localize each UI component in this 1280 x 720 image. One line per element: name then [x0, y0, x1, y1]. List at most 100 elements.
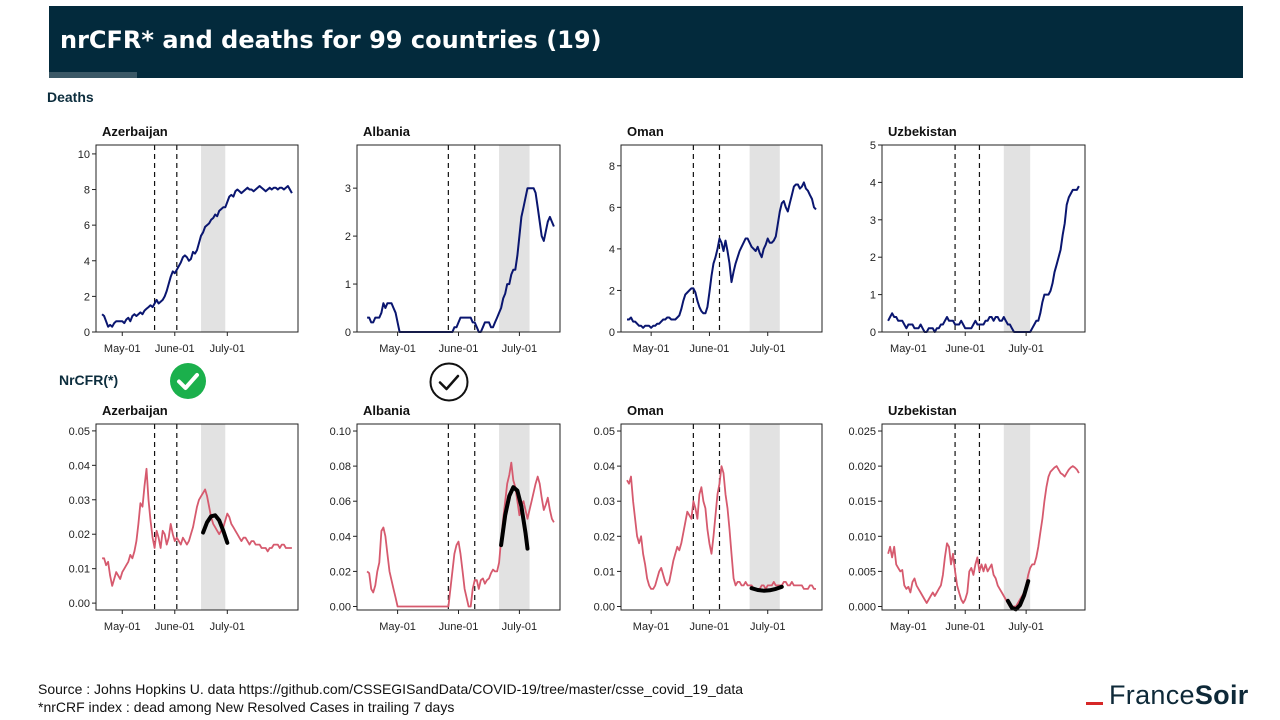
x-tick-label: May-01	[379, 343, 416, 355]
shaded-window	[1003, 424, 1031, 610]
title-bar	[49, 6, 1243, 78]
x-tick-label: May-01	[379, 621, 416, 633]
page-title: nrCFR* and deaths for 99 countries (19)	[60, 26, 602, 54]
x-tick-label: June-01	[155, 343, 195, 355]
x-tick-label: June-01	[690, 621, 730, 633]
chart-title: Uzbekistan	[888, 403, 957, 418]
plot-frame	[95, 144, 299, 333]
fit-curve	[1005, 579, 1031, 612]
x-tick-label: July-01	[502, 621, 537, 633]
chart-title: Oman	[627, 403, 664, 418]
series-line	[367, 187, 555, 333]
chart-nrcfr-oman: 0.00 0.01 0.02 0.03 0.04 0.05 May-01 June-01 Jul…	[594, 403, 823, 633]
y-tick-label: 0.08	[330, 461, 351, 473]
chart-title: Oman	[627, 124, 664, 139]
plot-frame	[881, 144, 1086, 333]
shaded-window	[201, 145, 226, 332]
x-tick-label: June-01	[155, 621, 195, 633]
chart-deaths-azerbaijan: 0 2 4 6 8 10 May-01 June-01 July-01 Azerbaijan	[78, 124, 299, 355]
y-tick-label: 0.010	[848, 531, 876, 543]
y-tick-label: 8	[84, 185, 90, 197]
chart-deaths-albania: 0 1 2 3 May-01 June-01 July-01 Albania	[345, 124, 561, 355]
chart-title: Albania	[363, 124, 411, 139]
y-tick-label: 0.04	[330, 531, 351, 543]
y-tick-label: 2	[609, 285, 615, 297]
logo-text-france: France	[1109, 679, 1195, 710]
y-tick-label: 4	[609, 244, 615, 256]
fit-curve	[749, 584, 784, 593]
y-tick-label: 0.06	[330, 496, 351, 508]
x-tick-label: July-01	[1008, 343, 1043, 355]
x-tick-label: July-01	[502, 343, 537, 355]
shaded-window	[749, 424, 780, 610]
y-tick-label: 0	[870, 327, 876, 339]
chart-title: Uzbekistan	[888, 124, 957, 139]
y-tick-label: 1	[870, 290, 876, 302]
y-tick-label: 10	[78, 149, 90, 161]
green-check-icon	[170, 363, 206, 399]
x-tick-label: May-01	[890, 621, 927, 633]
x-tick-label: May-01	[104, 343, 141, 355]
y-tick-label: 6	[84, 220, 90, 232]
y-tick-label: 3	[345, 183, 351, 195]
x-tick-label: July-01	[210, 343, 245, 355]
x-tick-label: June-01	[690, 343, 730, 355]
series-line	[887, 465, 1080, 608]
y-tick-label: 3	[870, 215, 876, 227]
x-tick-label: July-01	[210, 621, 245, 633]
logo-red-bar	[1086, 701, 1103, 705]
y-tick-label: 0.01	[69, 564, 90, 576]
y-tick-label: 2	[345, 231, 351, 243]
series-line	[887, 185, 1080, 333]
plot-frame	[881, 423, 1086, 611]
x-tick-label: July-01	[750, 621, 785, 633]
y-tick-label: 0.000	[848, 601, 876, 613]
x-tick-label: May-01	[633, 621, 670, 633]
fit-curve	[201, 513, 230, 545]
shaded-window	[1003, 145, 1031, 332]
y-tick-label: 0.04	[594, 461, 615, 473]
y-tick-label: 0.020	[848, 461, 876, 473]
y-tick-label: 0	[84, 327, 90, 339]
y-tick-label: 0.015	[848, 496, 876, 508]
y-tick-label: 0.00	[330, 601, 351, 613]
y-tick-label: 8	[609, 161, 615, 173]
x-tick-label: June-01	[945, 343, 985, 355]
chart-deaths-oman: 0 2 4 6 8 May-01 June-01 July-01 Oman	[609, 124, 823, 355]
y-tick-label: 4	[870, 177, 876, 189]
chart-deaths-uzbekistan: 0 1 2 3 4 5 May-01 June-01 July-01 Uzbekistan	[870, 124, 1086, 355]
y-tick-label: 0.02	[69, 529, 90, 541]
shaded-window	[499, 145, 530, 332]
y-tick-label: 2	[870, 252, 876, 264]
y-tick-label: 0.03	[69, 495, 90, 507]
y-tick-label: 0.05	[594, 426, 615, 438]
chart-title: Azerbaijan	[102, 124, 168, 139]
chart-title: Azerbaijan	[102, 403, 168, 418]
outline-check-icon	[429, 362, 469, 402]
title-bar-accent	[49, 72, 137, 78]
series-line	[626, 465, 816, 590]
y-tick-label: 0.02	[594, 531, 615, 543]
y-tick-label: 4	[84, 256, 90, 268]
deaths-section-label: Deaths	[47, 89, 94, 105]
y-tick-label: 1	[345, 279, 351, 291]
footnote-text: *nrCRF index : dead among New Resolved C…	[38, 699, 455, 715]
y-tick-label: 0.02	[330, 566, 351, 578]
y-tick-label: 0.005	[848, 566, 876, 578]
chart-nrcfr-azerbaijan: 0.00 0.01 0.02 0.03 0.04 0.05 May-01 June-01 Jul…	[69, 403, 299, 633]
x-tick-label: July-01	[750, 343, 785, 355]
x-tick-label: June-01	[439, 343, 479, 355]
logo-text-soir: Soir	[1194, 679, 1249, 710]
fit-curve	[499, 485, 530, 551]
x-tick-label: July-01	[1008, 621, 1043, 633]
y-tick-label: 0.04	[69, 460, 90, 472]
y-tick-label: 0.05	[69, 426, 90, 438]
x-tick-label: May-01	[890, 343, 927, 355]
series-line	[627, 181, 817, 329]
series-line	[101, 185, 293, 328]
plot-frame	[95, 423, 299, 611]
x-tick-label: May-01	[633, 343, 670, 355]
y-tick-label: 2	[84, 291, 90, 303]
y-tick-label: 0	[345, 327, 351, 339]
